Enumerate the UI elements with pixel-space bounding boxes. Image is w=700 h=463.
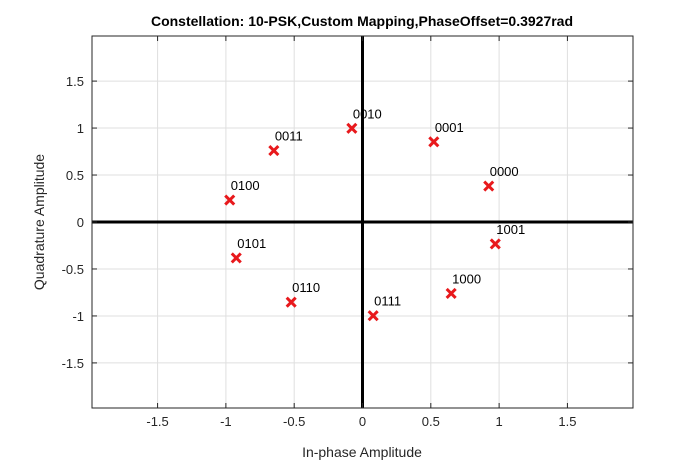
- point-label: 1001: [496, 222, 525, 237]
- x-tick-label: 1.5: [558, 414, 576, 429]
- data-point: 0011: [268, 129, 303, 157]
- point-marker-stroke: [483, 180, 495, 192]
- tick-labels: -1.5 -1 -0.5 0 0.5 1 1.5 -1.5 -1 -0.5 0 0.5 1 1.5: [62, 74, 577, 429]
- data-point: 0111: [367, 294, 401, 322]
- data-points: 0000 0001 0010 0011 0100 0101 0110 0111 1000 1001: [224, 106, 525, 322]
- x-tick-label: 0.5: [422, 414, 440, 429]
- point-label: 0000: [490, 164, 519, 179]
- data-point: 1001: [489, 222, 525, 250]
- plot-frame: [91, 35, 634, 409]
- point-label: 0110: [292, 280, 320, 295]
- data-point: 0101: [230, 236, 266, 264]
- data-point: 0001: [428, 120, 464, 148]
- x-tick-label: 1: [495, 414, 502, 429]
- point-label: 0101: [237, 236, 266, 251]
- y-tick-label: -1.5: [62, 356, 84, 371]
- point-label: 1000: [452, 271, 481, 286]
- point-marker-stroke: [428, 136, 440, 148]
- y-tick-label: -1: [72, 309, 84, 324]
- y-tick-label: 1.5: [66, 74, 84, 89]
- y-tick-label: -0.5: [62, 262, 84, 277]
- data-point: 0000: [483, 164, 519, 192]
- point-marker-stroke: [346, 122, 358, 134]
- y-axis-label: Quadrature Amplitude: [31, 154, 47, 290]
- point-marker-stroke: [489, 238, 501, 250]
- x-axis-label: In-phase Amplitude: [302, 444, 422, 460]
- x-tick-label: -1: [220, 414, 232, 429]
- point-marker-stroke: [285, 296, 297, 308]
- point-marker-stroke: [230, 252, 242, 264]
- point-marker-stroke: [445, 287, 457, 299]
- x-tick-label: 0: [359, 414, 366, 429]
- point-label: 0010: [353, 106, 382, 121]
- point-label: 0011: [275, 129, 303, 144]
- y-tick-label: 0.5: [66, 168, 84, 183]
- point-marker-stroke: [367, 310, 379, 322]
- data-point: 0110: [285, 280, 320, 308]
- data-point: 1000: [445, 271, 481, 299]
- data-point: 0100: [224, 178, 260, 206]
- y-tick-label: 0: [77, 215, 84, 230]
- chart-title: Constellation: 10-PSK,Custom Mapping,Pha…: [151, 13, 573, 29]
- point-marker-stroke: [224, 194, 236, 206]
- x-tick-label: -0.5: [283, 414, 305, 429]
- data-point: 0010: [346, 106, 382, 134]
- point-label: 0111: [374, 294, 401, 309]
- point-label: 0100: [231, 178, 260, 193]
- origin-axes: [92, 36, 633, 408]
- point-label: 0001: [435, 120, 464, 135]
- y-tick-label: 1: [77, 121, 84, 136]
- x-tick-label: -1.5: [146, 414, 168, 429]
- point-marker-stroke: [268, 145, 280, 157]
